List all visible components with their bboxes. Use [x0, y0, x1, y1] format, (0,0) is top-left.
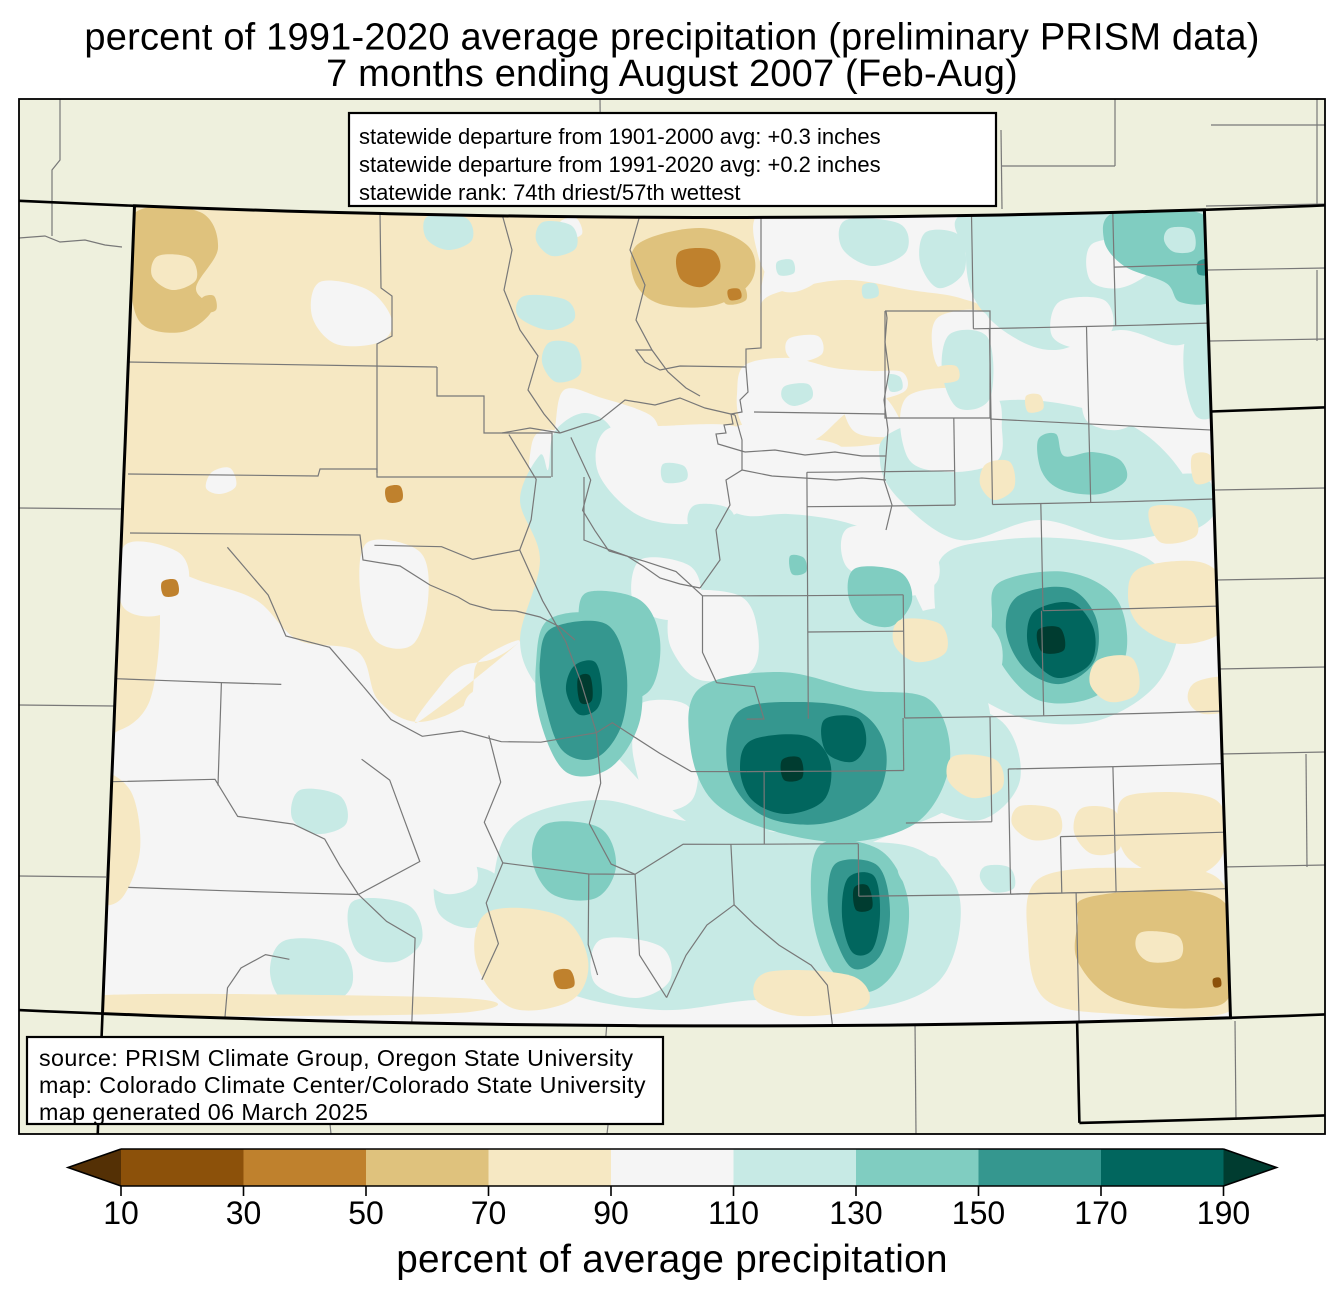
- svg-text:130: 130: [829, 1195, 882, 1231]
- svg-text:190: 190: [1197, 1195, 1250, 1231]
- svg-text:50: 50: [348, 1195, 384, 1231]
- svg-text:statewide departure from 1991-: statewide departure from 1991-2020 avg: …: [359, 152, 881, 177]
- svg-text:map generated 06 March 2025: map generated 06 March 2025: [39, 1099, 368, 1125]
- svg-text:map: Colorado Climate Center/C: map: Colorado Climate Center/Colorado St…: [39, 1072, 646, 1098]
- svg-text:110: 110: [708, 1195, 759, 1231]
- svg-text:percent of 1991-2020 average p: percent of 1991-2020 average precipitati…: [84, 17, 1259, 59]
- svg-text:90: 90: [593, 1195, 629, 1231]
- svg-text:source: PRISM Climate Group, O: source: PRISM Climate Group, Oregon Stat…: [39, 1045, 633, 1071]
- svg-text:statewide rank: 74th driest/57: statewide rank: 74th driest/57th wettest: [359, 180, 741, 205]
- svg-text:statewide departure from 1901-: statewide departure from 1901-2000 avg: …: [359, 124, 881, 149]
- svg-text:percent of average precipitati: percent of average precipitation: [396, 1238, 948, 1281]
- svg-text:7 months ending August 2007 (F: 7 months ending August 2007 (Feb-Aug): [326, 53, 1018, 95]
- svg-text:30: 30: [226, 1195, 262, 1231]
- svg-text:10: 10: [103, 1195, 139, 1231]
- svg-text:70: 70: [471, 1195, 507, 1231]
- svg-text:150: 150: [952, 1195, 1005, 1231]
- svg-text:170: 170: [1074, 1195, 1127, 1231]
